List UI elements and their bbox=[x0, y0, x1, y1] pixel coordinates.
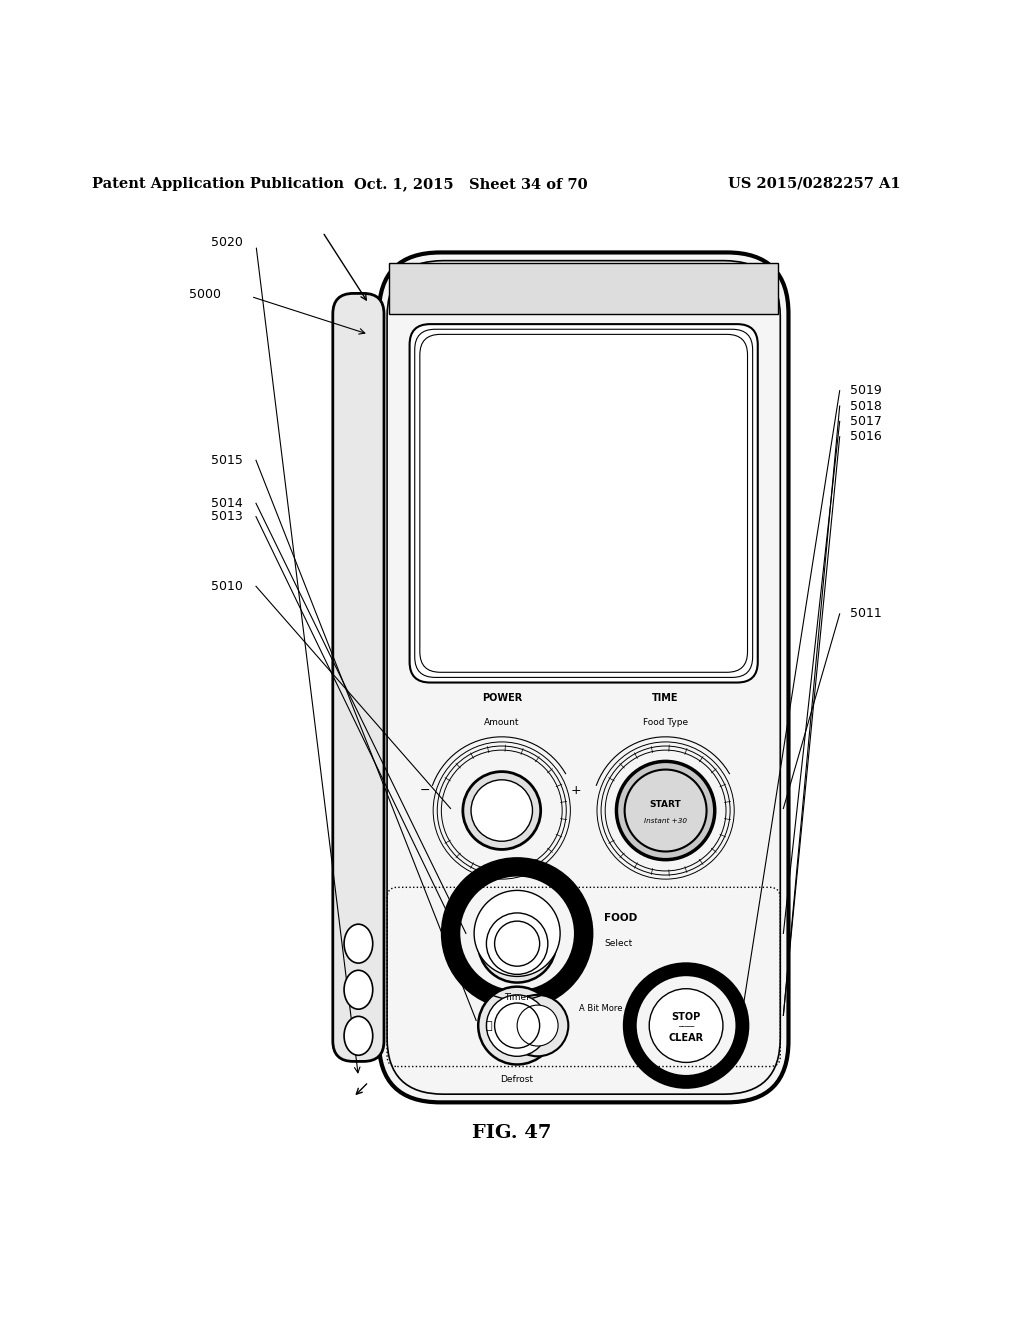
Text: US 2015/0282257 A1: US 2015/0282257 A1 bbox=[728, 177, 901, 191]
Text: 5020: 5020 bbox=[211, 236, 243, 248]
Text: 5019: 5019 bbox=[850, 384, 882, 397]
Text: 5014: 5014 bbox=[211, 496, 243, 510]
Text: CLEAR: CLEAR bbox=[669, 1032, 703, 1043]
Text: 5016: 5016 bbox=[850, 430, 882, 444]
Circle shape bbox=[478, 986, 556, 1064]
Circle shape bbox=[517, 1005, 558, 1045]
Text: 5018: 5018 bbox=[850, 400, 882, 413]
Text: Amount: Amount bbox=[484, 718, 519, 727]
Circle shape bbox=[649, 989, 723, 1063]
Circle shape bbox=[625, 770, 707, 851]
Text: START: START bbox=[649, 800, 682, 809]
Text: Timer: Timer bbox=[504, 993, 530, 1002]
Text: Select: Select bbox=[604, 939, 633, 948]
Text: −: − bbox=[420, 784, 430, 796]
Text: ⚿: ⚿ bbox=[485, 1020, 492, 1031]
Text: POWER: POWER bbox=[481, 693, 522, 704]
Text: A Bit More: A Bit More bbox=[579, 1005, 622, 1014]
Text: 5017: 5017 bbox=[850, 414, 882, 428]
Text: Food Type: Food Type bbox=[643, 718, 688, 727]
Ellipse shape bbox=[344, 924, 373, 964]
Text: FIG. 47: FIG. 47 bbox=[472, 1125, 552, 1142]
Ellipse shape bbox=[344, 1016, 373, 1055]
Text: TIME: TIME bbox=[652, 693, 679, 704]
FancyBboxPatch shape bbox=[333, 293, 384, 1061]
Circle shape bbox=[471, 780, 532, 841]
Text: +: + bbox=[570, 784, 581, 796]
Text: 5015: 5015 bbox=[211, 454, 243, 467]
Text: STOP: STOP bbox=[672, 1012, 700, 1023]
Text: ─────: ───── bbox=[678, 1026, 694, 1030]
Text: FOOD: FOOD bbox=[604, 913, 637, 923]
Circle shape bbox=[486, 995, 548, 1056]
Text: Patent Application Publication: Patent Application Publication bbox=[92, 177, 344, 191]
Circle shape bbox=[474, 891, 560, 977]
Circle shape bbox=[616, 762, 715, 859]
Bar bbox=[389, 263, 778, 314]
FancyBboxPatch shape bbox=[410, 325, 758, 682]
Text: Defrost: Defrost bbox=[501, 1074, 534, 1084]
Circle shape bbox=[507, 995, 568, 1056]
Text: 5010: 5010 bbox=[211, 579, 243, 593]
Circle shape bbox=[463, 772, 541, 850]
Text: 5000: 5000 bbox=[189, 288, 221, 301]
FancyBboxPatch shape bbox=[379, 252, 788, 1102]
Text: 5013: 5013 bbox=[211, 510, 243, 523]
Text: Oct. 1, 2015   Sheet 34 of 70: Oct. 1, 2015 Sheet 34 of 70 bbox=[354, 177, 588, 191]
Text: 5011: 5011 bbox=[850, 607, 882, 620]
Circle shape bbox=[486, 913, 548, 974]
Circle shape bbox=[478, 904, 556, 982]
Ellipse shape bbox=[344, 970, 373, 1010]
Text: Instant +30: Instant +30 bbox=[644, 818, 687, 824]
